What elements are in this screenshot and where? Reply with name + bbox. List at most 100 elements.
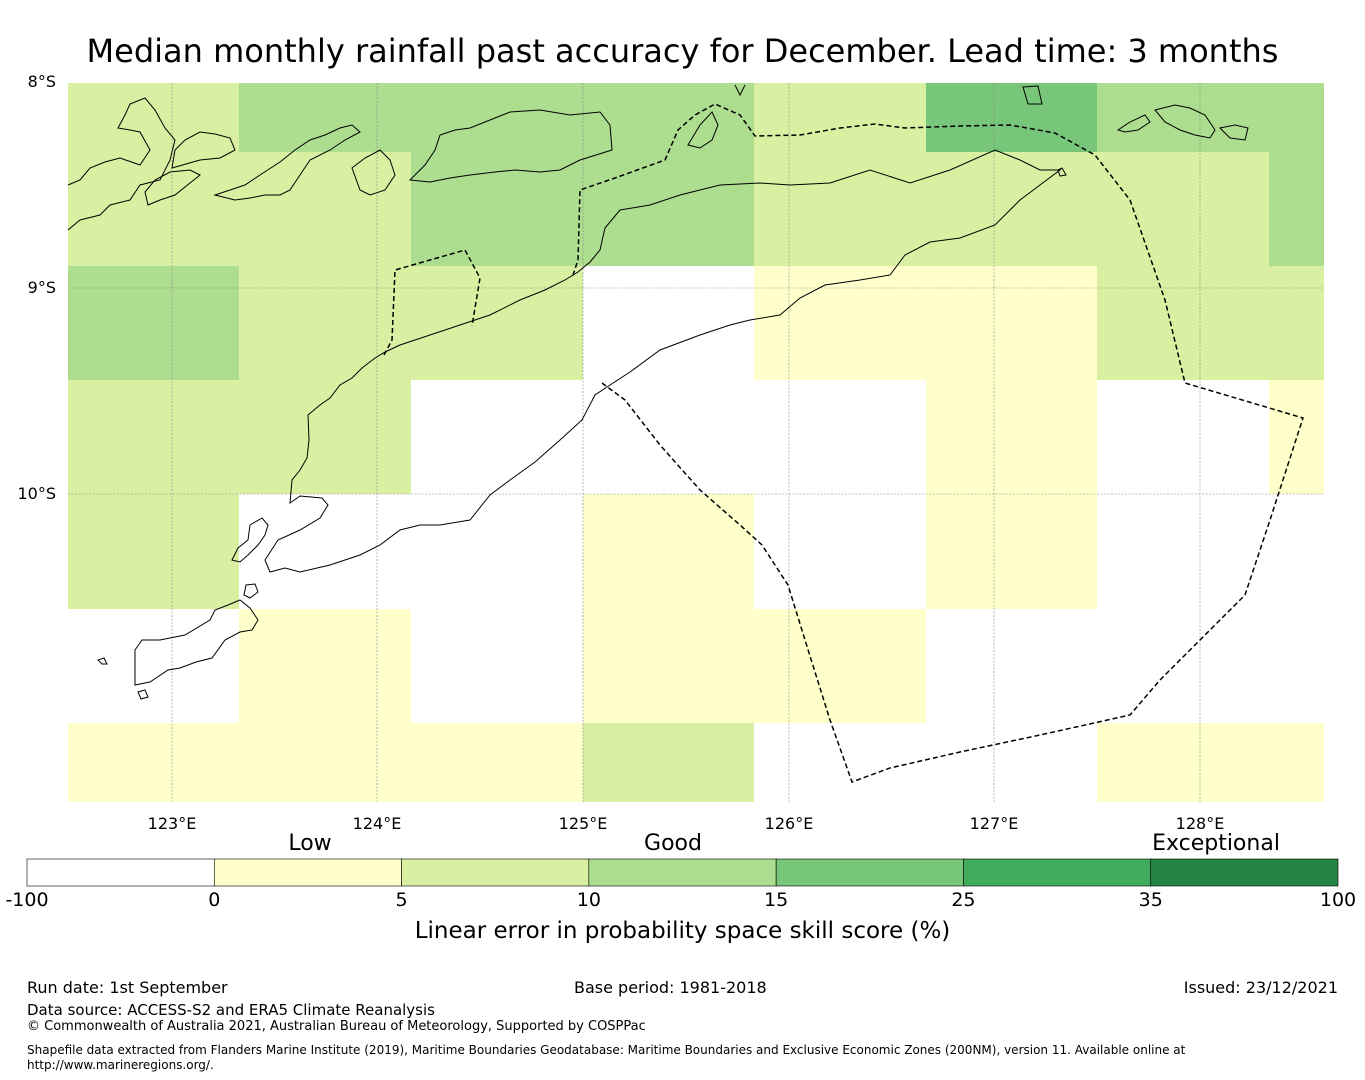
- flores-coastline: [67, 97, 176, 231]
- colorbar-segment: [1150, 858, 1339, 887]
- coastlines: [67, 84, 1249, 700]
- issued-date: Issued: 23/12/2021: [1183, 978, 1338, 997]
- category-low: Low: [288, 831, 332, 856]
- grid-cell: [583, 723, 754, 802]
- copyright: © Commonwealth of Australia 2021, Austra…: [27, 1019, 646, 1034]
- pantar-coastline: [351, 149, 396, 196]
- grid-cell: [239, 723, 411, 802]
- grid-cell: [583, 609, 754, 723]
- semau-coastline: [231, 517, 269, 563]
- grid-cell: [754, 609, 926, 723]
- grid-cell: [411, 494, 583, 609]
- colorbar-tick-label: 15: [764, 889, 789, 911]
- grid-cell: [68, 609, 239, 723]
- grid-cell: [1269, 723, 1324, 802]
- grid-cell: [1269, 380, 1324, 494]
- rote-coastline: [134, 599, 259, 686]
- colorbar-tick-label: -100: [5, 889, 49, 911]
- grid-cell: [754, 152, 926, 266]
- grid-cell: [68, 266, 239, 380]
- colorbar-tick-label: 10: [576, 889, 601, 911]
- grid-cell: [68, 152, 239, 266]
- timor-leste-eez-boundary: [571, 103, 1304, 783]
- grid-cell: [1097, 266, 1269, 380]
- solor-coastline: [171, 131, 236, 169]
- small-island-3: [1022, 85, 1043, 105]
- grid-cell: [239, 83, 411, 152]
- grid-cell: [1097, 723, 1269, 802]
- colorbar-tick-label: 0: [208, 889, 221, 911]
- grid-cell: [1097, 152, 1269, 266]
- map-title: Median monthly rainfall past accuracy fo…: [86, 32, 1279, 70]
- grid-cell: [239, 494, 411, 609]
- colorbar-tick-label: 100: [1319, 889, 1357, 911]
- run-date: Run date: 1st September: [27, 978, 228, 997]
- colorbar-title: Linear error in probability space skill …: [414, 918, 951, 944]
- grid-cell: [1269, 83, 1324, 152]
- grid-cell: [1269, 609, 1324, 723]
- grid-cell: [1269, 152, 1324, 266]
- grid-cell: [754, 380, 926, 494]
- skill-map: [67, 83, 1324, 802]
- colorbar: [26, 858, 1339, 887]
- grid-cell: [239, 266, 411, 380]
- grid-cell: [754, 266, 926, 380]
- atauro-coastline: [687, 111, 719, 149]
- grid-cell: [239, 609, 411, 723]
- grid-cell: [68, 494, 239, 609]
- oecusse-boundary: [383, 249, 481, 356]
- shapefile-url: http://www.marineregions.org/.: [27, 1058, 214, 1072]
- romang-coastline: [1154, 104, 1216, 139]
- maritime-boundaries: [383, 103, 1304, 783]
- small-island-2: [243, 583, 259, 599]
- timor-coastline: [264, 149, 1062, 573]
- grid-cell: [239, 152, 411, 266]
- shapefile-credit: Shapefile data extracted from Flanders M…: [27, 1043, 1186, 1057]
- lat-label-9s: 9°S: [27, 278, 56, 297]
- colorbar-tick-label: 35: [1138, 889, 1163, 911]
- lembata-coastline: [213, 124, 361, 201]
- colorbar-tick-label: 5: [395, 889, 408, 911]
- lon-label-124e: 124°E: [352, 814, 402, 833]
- graticule: [68, 83, 1324, 802]
- grid-cell: [583, 380, 754, 494]
- grid-cell: [1097, 609, 1269, 723]
- colorbar-tick-label: 25: [951, 889, 976, 911]
- colorbar-segment: [963, 858, 1152, 887]
- small-island-1: [137, 689, 149, 700]
- colorbar-segment: [588, 858, 777, 887]
- lon-label-125e: 125°E: [558, 814, 608, 833]
- grid-cell: [1097, 494, 1269, 609]
- colorbar-segment: [401, 858, 590, 887]
- grid-cell: [68, 380, 239, 494]
- grid-cell: [68, 83, 239, 152]
- grid-cell: [1269, 494, 1324, 609]
- small-island-5: [1057, 167, 1067, 177]
- grid-cell: [926, 380, 1097, 494]
- alor-coastline: [408, 109, 613, 183]
- grid-cell: [754, 723, 926, 802]
- grid-cell: [411, 723, 583, 802]
- base-period: Base period: 1981-2018: [574, 978, 767, 997]
- grid-cell: [926, 266, 1097, 380]
- grid-cell: [239, 380, 411, 494]
- kisar-coastline: [1218, 124, 1249, 141]
- lon-label-126e: 126°E: [764, 814, 814, 833]
- small-island-4: [734, 84, 746, 97]
- grid-cell: [754, 494, 926, 609]
- wetar-coastline: [1116, 114, 1151, 133]
- colorbar-segments: [26, 858, 1339, 887]
- colorbar-segment: [775, 858, 964, 887]
- lat-label-8s: 8°S: [27, 72, 56, 91]
- grid-cell: [926, 494, 1097, 609]
- colorbar-segment: [213, 858, 402, 887]
- grid-cell: [68, 723, 239, 802]
- adonara-coastline: [144, 169, 201, 206]
- grid-cell: [1269, 266, 1324, 380]
- grid-cell: [754, 83, 926, 152]
- lon-label-128e: 128°E: [1175, 814, 1225, 833]
- grid-cell: [583, 152, 754, 266]
- grid-cell: [411, 609, 583, 723]
- lon-label-123e: 123°E: [147, 814, 197, 833]
- grid-cell: [1097, 83, 1269, 152]
